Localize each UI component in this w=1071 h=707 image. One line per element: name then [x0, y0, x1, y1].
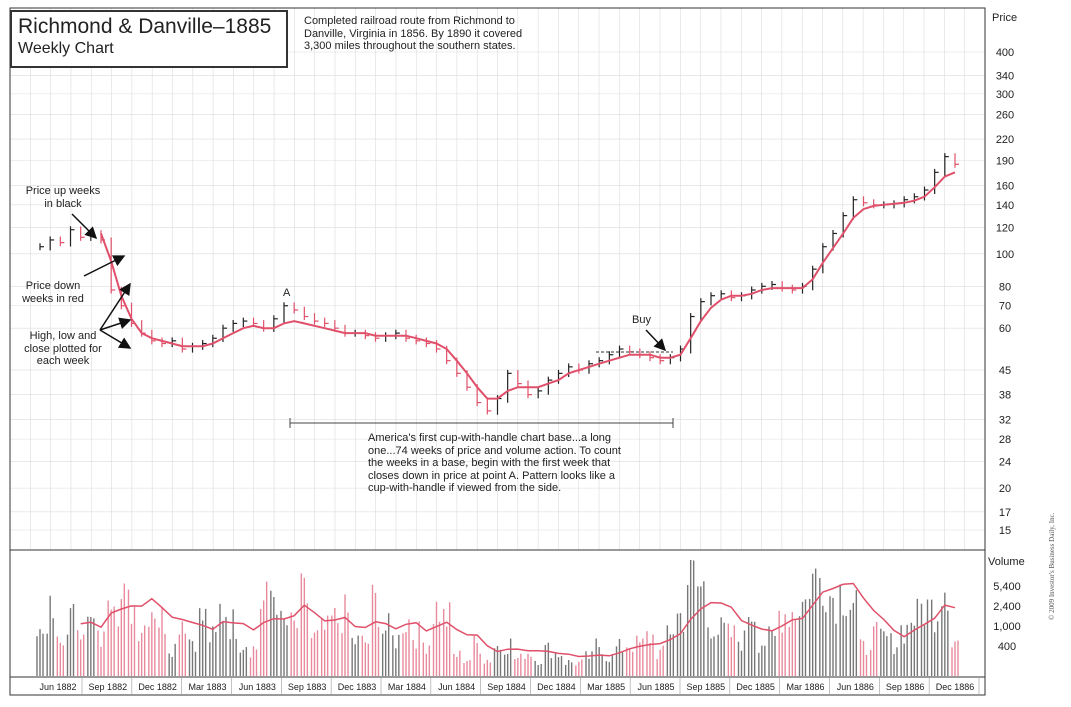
price-tick-label: 28 [999, 434, 1011, 446]
hlc-arrow-high [99, 282, 131, 331]
hlc-arrow-low [99, 329, 132, 349]
price-ticks: 15 17 20 24 28 32 38 45 60 70 80 100 120 140 160 190 220… [996, 47, 1014, 537]
buy-arrow [645, 329, 667, 352]
volume-bars [36, 560, 959, 676]
price-tick-label: 60 [999, 323, 1011, 335]
title-box: Richmond & Danville–1885 Weekly Chart [10, 10, 288, 68]
date-tick-label: Dec 1885 [736, 682, 775, 692]
volume-moving-average [80, 582, 956, 658]
down-weeks-arrow [83, 255, 126, 277]
date-tick-label: Dec 1883 [338, 682, 377, 692]
price-tick-label: 220 [996, 134, 1014, 146]
volume-tick-label: 1,000 [993, 621, 1021, 633]
price-tick-label: 15 [999, 525, 1011, 537]
price-bars [39, 153, 959, 415]
date-tick-label: Dec 1886 [936, 682, 975, 692]
price-moving-average [100, 171, 956, 400]
price-tick-label: 300 [996, 89, 1014, 101]
price-tick-label: 32 [999, 415, 1011, 427]
company-description: Completed railroad route from Richmond t… [304, 15, 523, 52]
date-tick-label: Mar 1885 [587, 682, 625, 692]
down-weeks-note: Price down weeks in red [22, 280, 84, 305]
date-tick-label: Jun 1882 [39, 682, 76, 692]
price-axis-label: Price [992, 12, 1018, 24]
price-tick-label: 160 [996, 180, 1014, 192]
price-tick-label: 45 [999, 365, 1011, 377]
price-tick-label: 70 [999, 301, 1011, 313]
buy-label: Buy [632, 314, 651, 326]
base-description: America's first cup-with-handle chart ba… [368, 432, 621, 494]
price-tick-label: 80 [999, 281, 1011, 293]
date-tick-label: Mar 1883 [188, 682, 226, 692]
date-tick-label: Dec 1882 [138, 682, 177, 692]
price-tick-label: 140 [996, 200, 1014, 212]
date-tick-label: Jun 1883 [239, 682, 276, 692]
price-tick-label: 190 [996, 155, 1014, 167]
price-tick-label: 100 [996, 249, 1014, 261]
date-tick-label: Sep 1885 [687, 682, 726, 692]
date-tick-label: Dec 1884 [537, 682, 576, 692]
date-tick-label: Sep 1884 [487, 682, 526, 692]
up-weeks-note: Price up weeks in black [25, 185, 101, 210]
chart-title: Richmond & Danville–1885 [18, 15, 272, 38]
volume-ticks: 5,400 2,400 1,000 400 [993, 581, 1021, 653]
price-tick-label: 400 [996, 47, 1014, 59]
date-tick-label: Mar 1884 [388, 682, 426, 692]
volume-tick-label: 400 [998, 641, 1016, 653]
volume-tick-label: 5,400 [993, 581, 1021, 593]
price-tick-label: 17 [999, 507, 1011, 519]
date-axis-frame [9, 676, 986, 696]
hlc-arrow-close [99, 317, 132, 331]
date-tick-label: Sep 1886 [886, 682, 925, 692]
date-tick-label: Mar 1886 [786, 682, 824, 692]
grid [9, 8, 986, 550]
volume-axis-label: Volume [988, 556, 1025, 568]
date-tick-label: Jun 1885 [637, 682, 674, 692]
chart-subtitle: Weekly Chart [18, 40, 114, 57]
volume-tick-label: 2,400 [993, 601, 1021, 613]
price-tick-label: 38 [999, 390, 1011, 402]
point-a-label: A [283, 287, 291, 299]
date-tick-label: Sep 1883 [288, 682, 327, 692]
price-tick-label: 260 [996, 110, 1014, 122]
price-tick-label: 20 [999, 483, 1011, 495]
price-tick-label: 24 [999, 457, 1011, 469]
copyright: © 2009 Investor's Business Daily, Inc. [1048, 512, 1056, 620]
date-tick-label: Jun 1886 [837, 682, 874, 692]
date-tick-label: Jun 1884 [438, 682, 475, 692]
hlc-note: High, low and close plotted for each wee… [24, 330, 102, 367]
price-tick-label: 340 [996, 71, 1014, 83]
up-weeks-arrow [71, 213, 98, 240]
date-ticks: Jun 1882 Sep 1882 Dec 1882 Mar 1883 Jun 1883… [39, 677, 980, 695]
price-tick-label: 120 [996, 222, 1014, 234]
date-tick-label: Sep 1882 [89, 682, 128, 692]
